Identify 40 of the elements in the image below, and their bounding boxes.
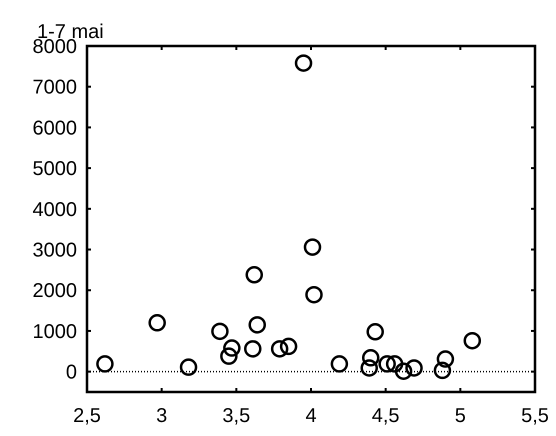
point	[244, 340, 262, 358]
x-tick-label: 2,5	[73, 405, 101, 427]
point	[362, 349, 380, 367]
y-tick-label: 5000	[32, 158, 77, 180]
point	[434, 362, 452, 380]
point	[464, 332, 482, 350]
point	[246, 266, 264, 284]
point	[366, 323, 384, 340]
x-tick-label: 4	[305, 405, 317, 427]
point	[220, 347, 238, 365]
point	[211, 322, 229, 340]
y-tick-label: 6000	[32, 117, 77, 140]
point	[180, 358, 198, 376]
y-tick-label: 4000	[32, 198, 77, 221]
point	[148, 314, 166, 332]
y-tick-label: 0	[66, 362, 77, 384]
x-tick-label: 4,5	[372, 405, 400, 427]
x-tick-label: 5,5	[521, 405, 549, 427]
x-tick-label: 3	[156, 405, 168, 427]
point	[330, 355, 348, 373]
x-tick-label: 5	[454, 405, 466, 427]
point	[280, 338, 298, 356]
point	[305, 286, 323, 304]
point	[436, 350, 454, 368]
point	[96, 355, 114, 373]
point	[270, 340, 288, 358]
x-tick-label: 3,5	[222, 405, 250, 427]
point	[386, 355, 404, 373]
point	[294, 54, 312, 72]
y-tick-label: 3000	[32, 240, 77, 262]
y-tick-label: 7000	[32, 76, 77, 99]
y-tick-label: 1000	[32, 320, 77, 343]
point	[248, 316, 266, 334]
point	[304, 238, 322, 256]
point	[378, 355, 396, 373]
point	[405, 359, 423, 377]
point	[223, 339, 241, 357]
point	[360, 359, 378, 377]
point	[394, 362, 412, 380]
y-tick-label: 2000	[32, 280, 77, 302]
